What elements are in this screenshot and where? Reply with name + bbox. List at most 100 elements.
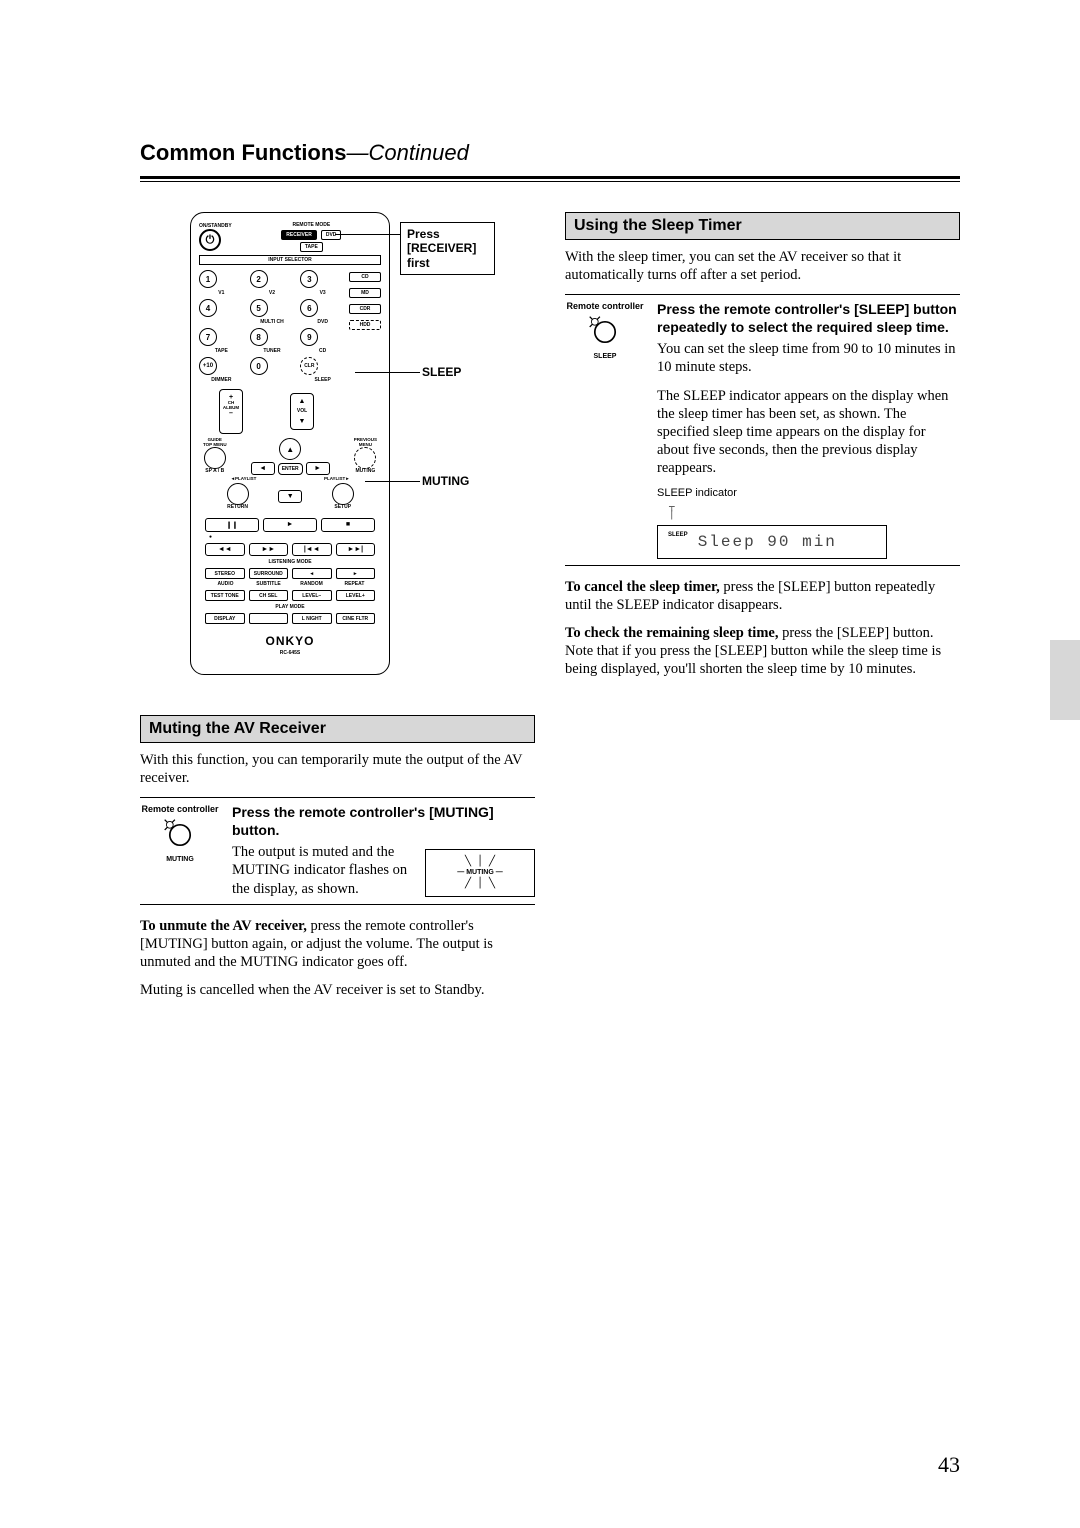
cancel-note: To cancel the sleep timer, press the [SL… xyxy=(565,578,960,614)
return-label: RETURN xyxy=(227,505,249,510)
num-btn: 0 xyxy=(250,357,268,375)
transport-btn: ► xyxy=(263,518,317,532)
power-icon xyxy=(199,229,221,251)
remote-mode-label: REMOTE MODE xyxy=(242,223,381,228)
display-text: — MUTING — xyxy=(457,869,503,878)
callout-text: MUTING xyxy=(422,474,469,488)
ch-rocker: + CHALBUM – xyxy=(219,389,243,434)
note-bold: To cancel the sleep timer, xyxy=(565,579,720,595)
muting-btn xyxy=(354,447,376,469)
sub-label: V2 xyxy=(250,291,295,296)
fn-btn xyxy=(249,613,289,624)
muting-label: MUTING xyxy=(354,469,377,474)
standby-label: ON/STANDBY xyxy=(199,224,232,229)
left-column: Press[RECEIVER]first SLEEP MUTING ON/STA… xyxy=(140,212,535,1009)
sub-label: AUDIO xyxy=(205,582,246,587)
model-label: RC-645S xyxy=(199,650,381,656)
enter-btn: ENTER xyxy=(278,463,303,475)
sub-label: REPEAT xyxy=(334,582,375,587)
brand-label: ONKYO xyxy=(199,634,381,648)
callout-muting: MUTING xyxy=(422,474,469,488)
playlist-left-label: ◄PLAYLIST xyxy=(231,476,257,481)
setup-label: SETUP xyxy=(332,505,354,510)
sub-label: SUBTITLE xyxy=(248,582,289,587)
up-btn: ▲ xyxy=(279,438,301,460)
title-rule xyxy=(140,176,960,182)
left-btn: ◄ xyxy=(251,462,275,475)
guide-label: GUIDETOP MENU xyxy=(203,438,227,447)
sleep-display: SLEEP Sleep 90 min xyxy=(657,525,887,559)
page-title-suffix: —Continued xyxy=(347,140,469,165)
indicator-tick: ┬│ xyxy=(669,503,960,519)
sub-label: V1 xyxy=(199,291,244,296)
muting-step: Remote controller MUTING Press the remot… xyxy=(140,797,535,904)
vol-label: VOL xyxy=(297,409,307,414)
fn-btn: TEST TONE xyxy=(205,590,245,601)
right-column: Using the Sleep Timer With the sleep tim… xyxy=(565,212,960,1009)
fn-btn: DISPLAY xyxy=(205,613,245,624)
sleep-intro: With the sleep timer, you can set the AV… xyxy=(565,248,960,284)
transport-btn: ►► xyxy=(249,543,289,556)
step-remote-label: Remote controller xyxy=(140,804,220,814)
rec-label: ● xyxy=(209,535,381,540)
num-btn: 8 xyxy=(250,328,268,346)
lm-btn: STEREO xyxy=(205,568,245,579)
muting-intro: With this function, you can temporarily … xyxy=(140,751,535,787)
step-p2: The SLEEP indicator appears on the displ… xyxy=(657,387,960,478)
muting-display: ╲ │ ╱ — MUTING — ╱ │ ╲ xyxy=(425,849,535,897)
callout-press-receiver: Press[RECEIVER]first xyxy=(400,222,495,275)
muting-step-icon xyxy=(163,818,197,852)
num-btn: 9 xyxy=(300,328,318,346)
step-icon-label: SLEEP xyxy=(565,353,645,360)
step-heading: Press the remote controller's [MUTING] b… xyxy=(232,804,535,839)
num-btn: +10 xyxy=(199,357,217,375)
page-number: 43 xyxy=(938,1452,960,1478)
side-btn: MD xyxy=(349,288,381,298)
sub-label: TUNER xyxy=(250,349,295,354)
note-bold: To unmute the AV receiver, xyxy=(140,918,307,934)
sleep-step-icon xyxy=(588,315,622,349)
playmode-label: PLAY MODE xyxy=(199,605,381,610)
step-remote-label: Remote controller xyxy=(565,301,645,311)
callout-line-sleep xyxy=(355,372,420,373)
side-btn: CD xyxy=(349,272,381,282)
note-bold: To check the remaining sleep time, xyxy=(565,625,778,641)
sleep-step: Remote controller SLEEP Press the remote… xyxy=(565,294,960,566)
down-btn: ▼ xyxy=(278,490,302,503)
num-btn: 7 xyxy=(199,328,217,346)
sub-label: TAPE xyxy=(199,349,244,354)
muting-section-heading: Muting the AV Receiver xyxy=(140,715,535,743)
fn-btn: LEVEL+ xyxy=(336,590,376,601)
ch-label: CHALBUM xyxy=(220,401,242,410)
setup-btn xyxy=(332,483,354,505)
page-title: Common Functions—Continued xyxy=(140,140,960,166)
vol-rocker: ▲ VOL ▼ xyxy=(290,393,314,430)
step-heading: Press the remote controller's [SLEEP] bu… xyxy=(657,301,960,336)
page-side-tab xyxy=(1050,640,1080,720)
sub-label: RANDOM xyxy=(291,582,332,587)
sub-label: DVD xyxy=(300,320,345,325)
sub-label: V3 xyxy=(300,291,345,296)
step-icon-label: MUTING xyxy=(140,856,220,863)
callout-text: Press[RECEIVER]first xyxy=(407,227,476,270)
clr-btn: CLR xyxy=(300,357,318,375)
num-btn: 3 xyxy=(300,270,318,288)
unmute-note: To unmute the AV receiver, press the rem… xyxy=(140,917,535,971)
sleep-section-heading: Using the Sleep Timer xyxy=(565,212,960,240)
receiver-mode-btn: RECEIVER xyxy=(281,230,317,240)
transport-btn: ❙❙ xyxy=(205,518,259,532)
standby-note: Muting is cancelled when the AV receiver… xyxy=(140,981,535,999)
transport-btn: ◄◄ xyxy=(205,543,245,556)
display-text: Sleep 90 min xyxy=(698,532,837,552)
step-p1: You can set the sleep time from 90 to 10… xyxy=(657,340,960,376)
page-title-main: Common Functions xyxy=(140,140,347,165)
return-btn xyxy=(227,483,249,505)
callout-line-receiver xyxy=(335,234,400,235)
lm-btn: ◄ xyxy=(292,568,332,579)
num-btn: 2 xyxy=(250,270,268,288)
playlist-right-label: PLAYLIST► xyxy=(324,476,350,481)
nav-btn xyxy=(204,447,226,469)
input-selector-label: INPUT SELECTOR xyxy=(199,255,381,265)
transport-btn: ■ xyxy=(321,518,375,532)
tape-mode-btn: TAPE xyxy=(300,242,323,252)
